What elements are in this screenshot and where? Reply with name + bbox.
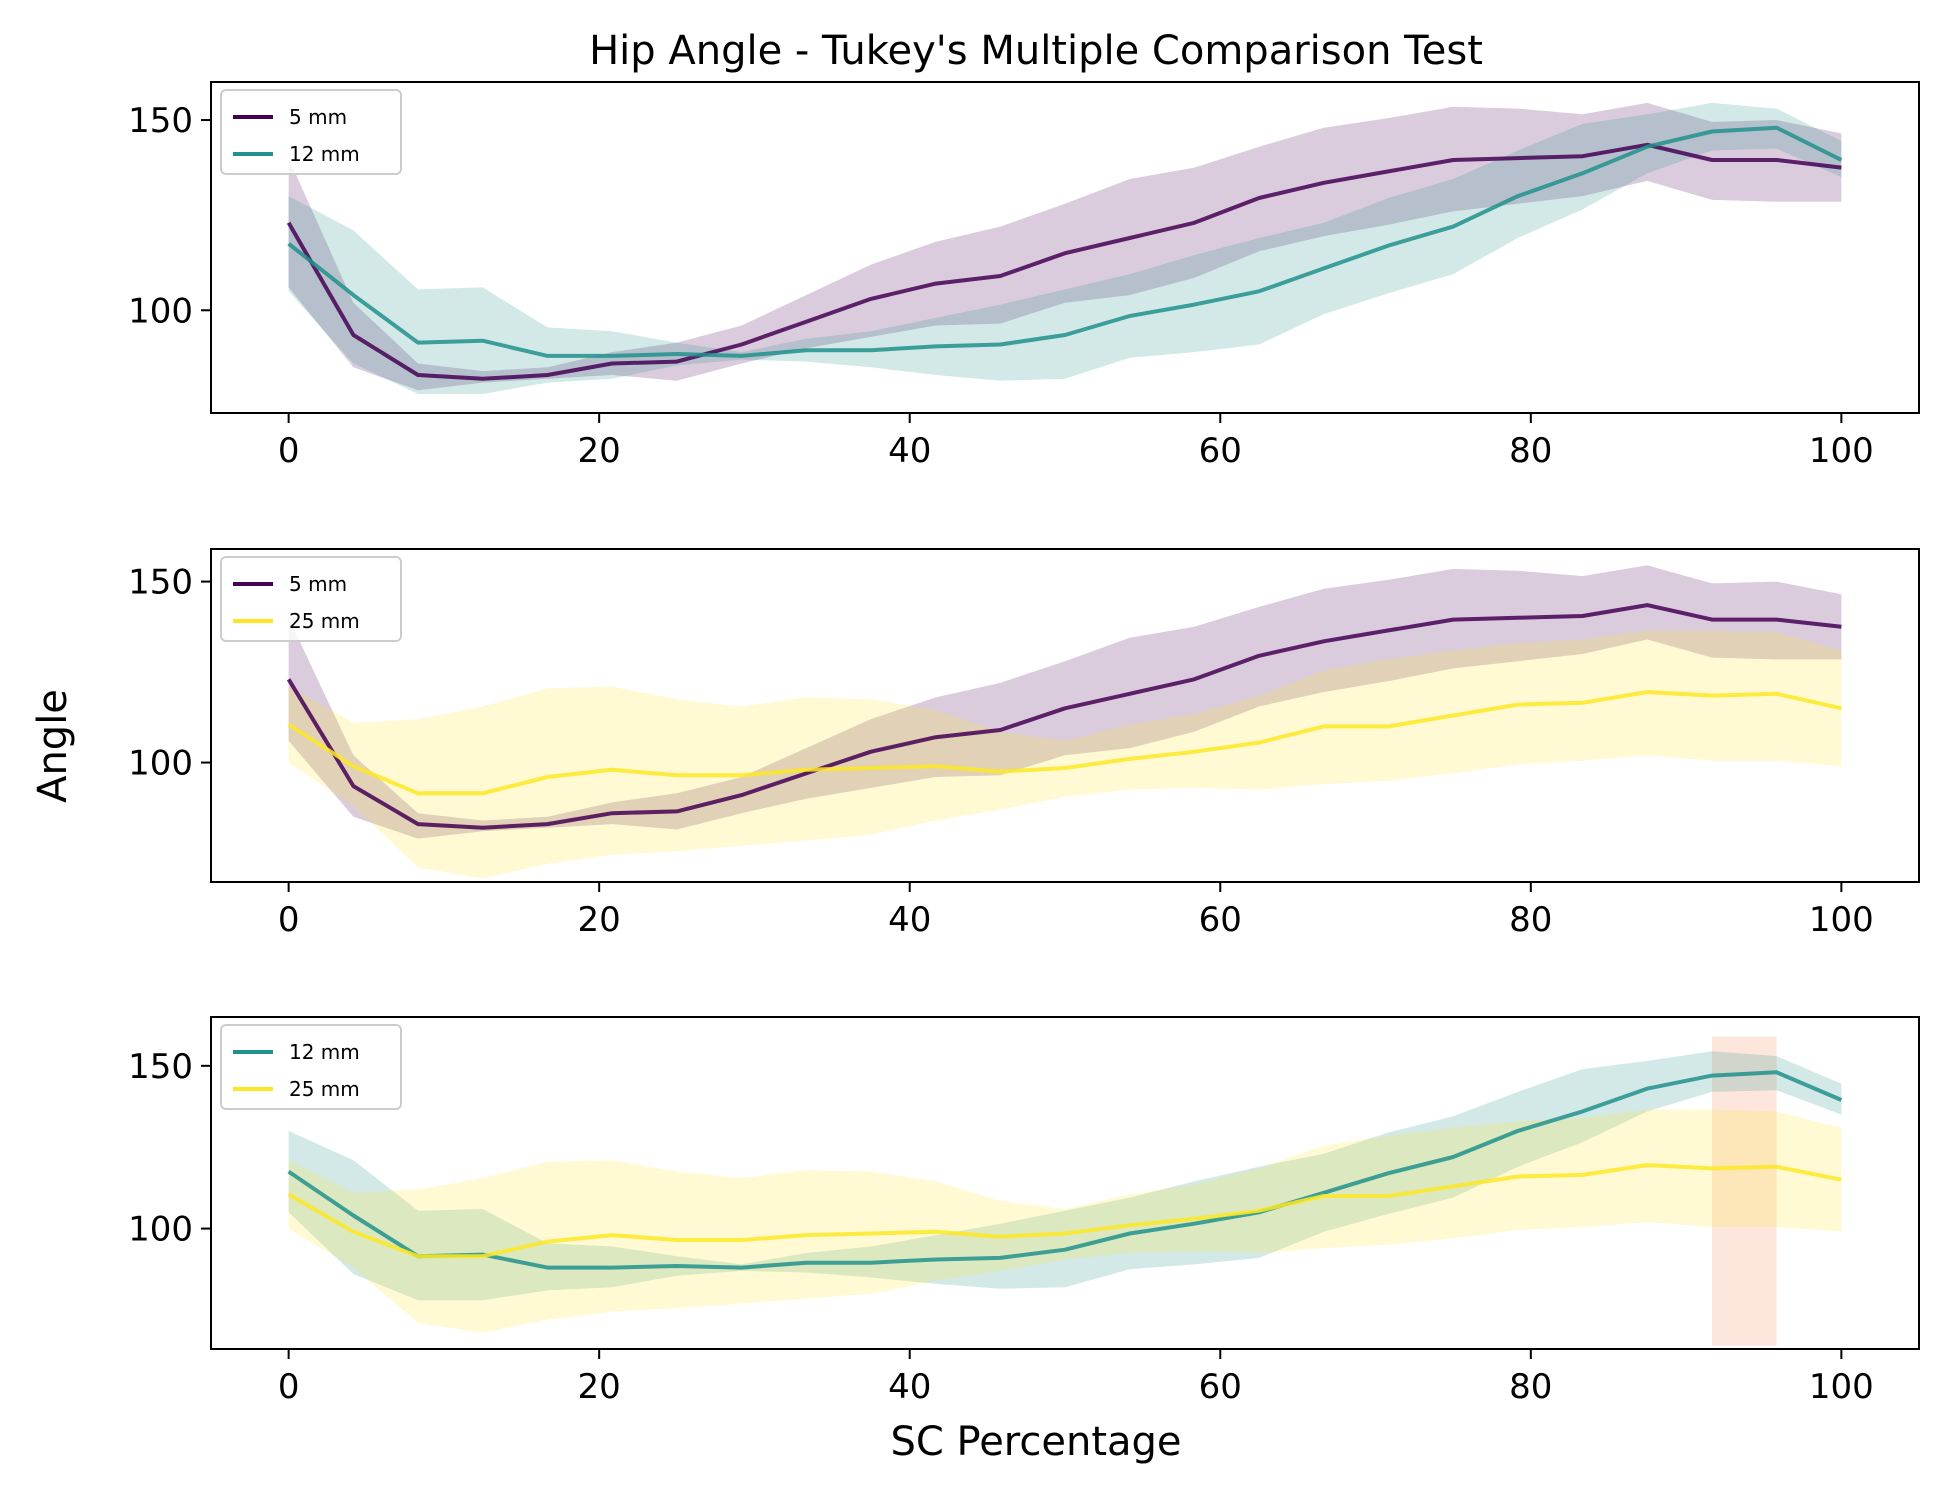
confidence-band-5-mm [288,565,1842,839]
x-tick-label: 0 [278,900,300,940]
series-line-12-mm [287,125,1843,358]
series-line-5-mm [286,603,1842,830]
y-tick-label: 100 [128,1210,193,1250]
series-line-25-mm [287,1163,1842,1259]
y-tick-label: 100 [128,744,193,784]
subplot-5mm-vs-12mm: 0 20 40 60 80 100 100 150 5 mm 12 mm [128,81,1920,471]
y-tick-label: 150 [128,1047,193,1087]
x-tick-label: 20 [578,900,621,940]
x-tick-label: 40 [888,1367,931,1407]
x-axis-label: SC Percentage [890,1419,1181,1465]
axes-frame [210,81,1920,414]
x-tick-label: 0 [278,1367,300,1407]
confidence-band-25-mm [288,1109,1842,1333]
x-tick-label: 0 [278,431,300,471]
y-tick-label: 150 [128,563,193,603]
series-line-25-mm [287,690,1842,796]
plot-area [286,565,1842,879]
legend: 5 mm 12 mm [220,89,402,175]
x-tick-label: 20 [578,431,621,471]
plot-area [287,1036,1843,1346]
x-tick-label: 40 [888,431,931,471]
legend-label-5-mm: 5 mm [289,572,347,596]
confidence-band-25-mm [288,630,1842,879]
x-tick-label: 80 [1509,431,1552,471]
x-tick-label: 60 [1199,900,1242,940]
series-line-12-mm [287,1070,1843,1270]
x-tick-label: 100 [1809,431,1874,471]
figure-title: Hip Angle - Tukey's Multiple Comparison … [589,28,1483,74]
x-tick-label: 100 [1809,900,1874,940]
legend-label-5-mm: 5 mm [289,105,347,129]
x-tick-label: 40 [888,900,931,940]
subplot-12mm-vs-25mm: 0 20 40 60 80 100 100 150 12 mm 25 mm [128,1016,1920,1407]
x-tick-label: 100 [1809,1367,1874,1407]
significance-highlight-band [1712,1036,1777,1346]
legend: 12 mm 25 mm [220,1024,402,1110]
axes-frame [210,1016,1920,1350]
confidence-band-5-mm [288,102,1842,391]
series-line-5-mm [286,142,1842,381]
axes-frame [210,548,1920,883]
x-tick-label: 60 [1199,431,1242,471]
legend-label-25-mm: 25 mm [289,1077,360,1101]
legend: 5 mm 25 mm [220,556,402,642]
x-tick-label: 20 [578,1367,621,1407]
y-tick-label: 150 [128,101,193,141]
legend-label-12-mm: 12 mm [289,1040,360,1064]
plot-area [286,102,1843,395]
x-tick-label: 80 [1509,1367,1552,1407]
x-tick-label: 60 [1199,1367,1242,1407]
y-axis-label: Angle [30,689,76,803]
legend-label-12-mm: 12 mm [289,142,360,166]
subplot-5mm-vs-25mm: 0 20 40 60 80 100 100 150 5 mm 25 mm [128,548,1920,940]
y-tick-label: 100 [128,291,193,331]
x-tick-label: 80 [1509,900,1552,940]
legend-label-25-mm: 25 mm [289,609,360,633]
